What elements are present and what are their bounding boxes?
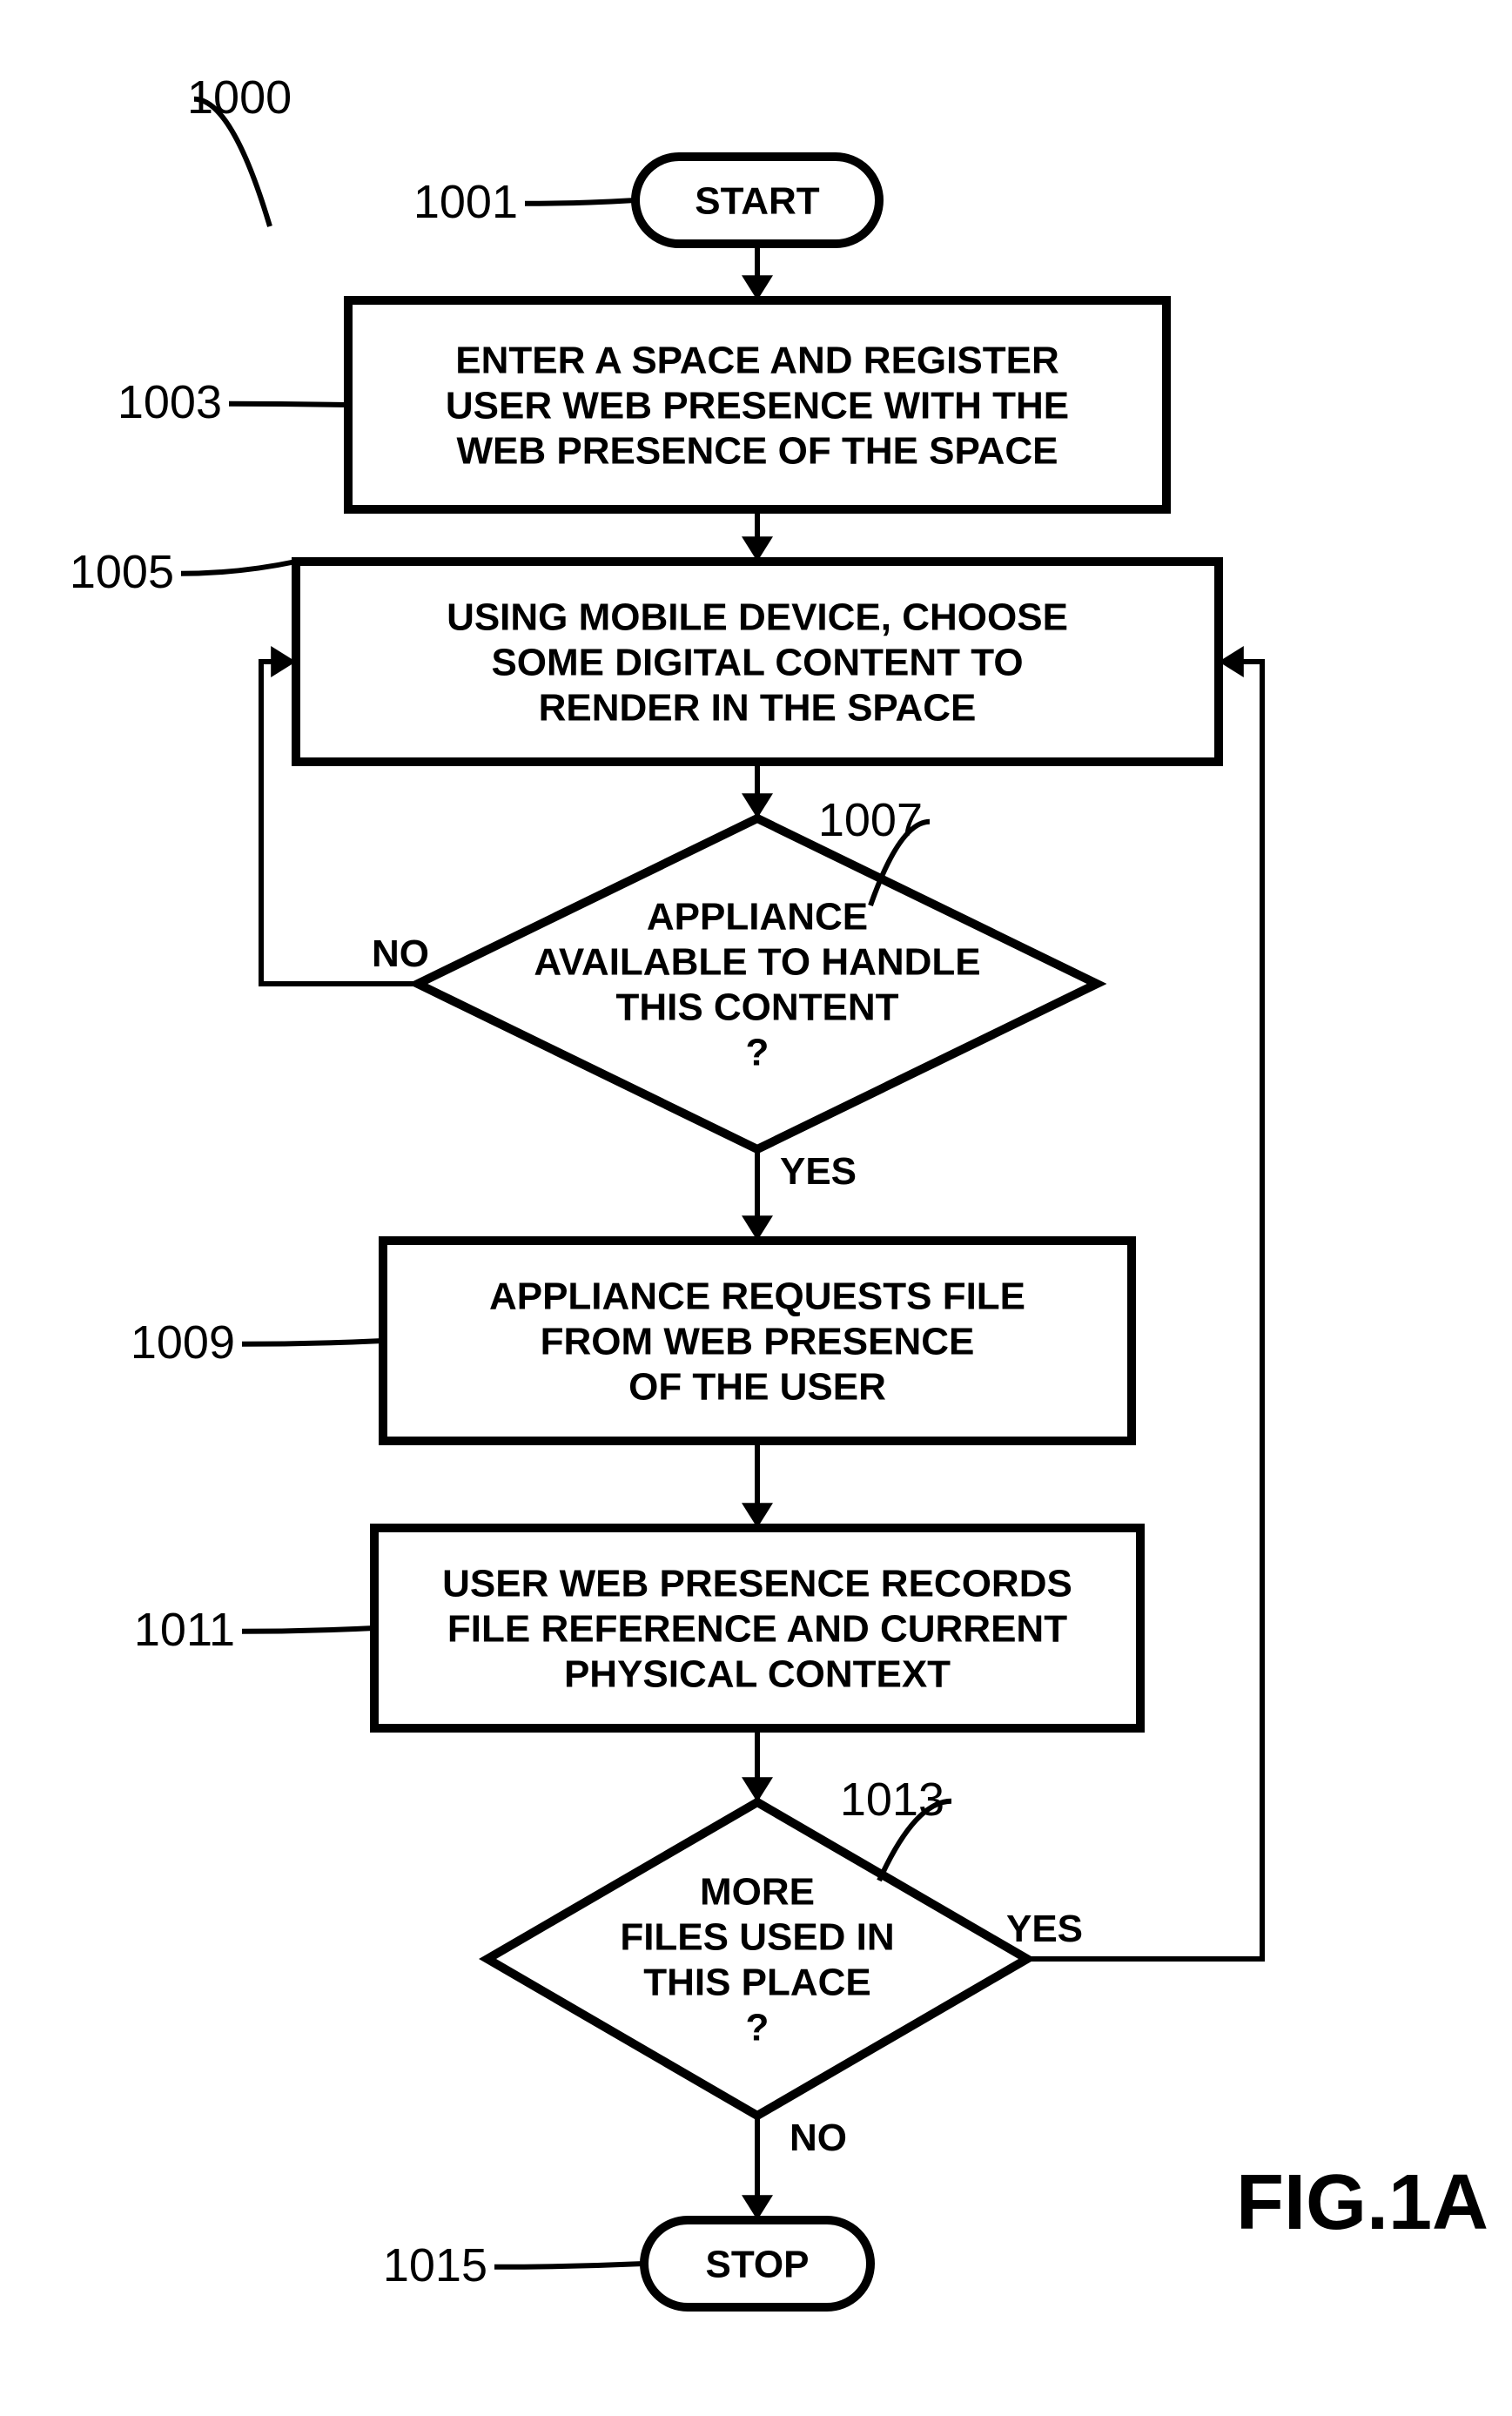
node-text: USER WEB PRESENCE WITH THE <box>446 384 1069 427</box>
node-text: MORE <box>700 1871 815 1914</box>
flowchart: STARTENTER A SPACE AND REGISTERUSER WEB … <box>0 0 1512 2416</box>
node-start: START <box>635 157 879 244</box>
node-text: THIS CONTENT <box>615 986 898 1028</box>
node-text: OF THE USER <box>628 1365 886 1408</box>
node-text: ? <box>746 2006 769 2049</box>
node-n1009: APPLIANCE REQUESTS FILEFROM WEB PRESENCE… <box>383 1241 1132 1441</box>
ref-1007: 1007 <box>818 794 923 846</box>
node-text: AVAILABLE TO HANDLE <box>534 940 980 983</box>
ref-1009: 1009 <box>131 1316 235 1369</box>
node-text: APPLIANCE REQUESTS FILE <box>489 1275 1025 1317</box>
edge-label: NO <box>372 932 429 975</box>
node-text: SOME DIGITAL CONTENT TO <box>491 641 1023 683</box>
ref-1013: 1013 <box>840 1773 944 1826</box>
ref-1005: 1005 <box>70 546 174 598</box>
node-text: RENDER IN THE SPACE <box>539 686 977 729</box>
ref-1003: 1003 <box>118 376 222 428</box>
node-n1011: USER WEB PRESENCE RECORDSFILE REFERENCE … <box>374 1528 1140 1728</box>
node-text: START <box>695 179 820 222</box>
edge-label: NO <box>790 2117 847 2159</box>
ref-1015: 1015 <box>383 2239 487 2291</box>
edge-label: YES <box>780 1150 857 1193</box>
node-n1003: ENTER A SPACE AND REGISTERUSER WEB PRESE… <box>348 300 1166 509</box>
node-text: FROM WEB PRESENCE <box>541 1320 975 1363</box>
node-n1007: APPLIANCEAVAILABLE TO HANDLETHIS CONTENT… <box>418 818 1097 1149</box>
node-text: STOP <box>705 2243 809 2285</box>
node-n1005: USING MOBILE DEVICE, CHOOSESOME DIGITAL … <box>296 562 1219 762</box>
node-text: APPLIANCE <box>647 896 868 939</box>
node-text: USING MOBILE DEVICE, CHOOSE <box>447 596 1068 638</box>
figure-title: FIG.1A <box>1236 2159 1488 2246</box>
ref-1011: 1011 <box>134 1604 235 1656</box>
ref-1000: 1000 <box>187 71 292 124</box>
node-n1013: MOREFILES USED INTHIS PLACE? <box>487 1802 1027 2116</box>
node-text: THIS PLACE <box>643 1961 871 2003</box>
ref-1001: 1001 <box>413 176 518 228</box>
node-text: FILE REFERENCE AND CURRENT <box>447 1607 1067 1650</box>
node-text: ? <box>746 1031 769 1073</box>
node-text: PHYSICAL CONTEXT <box>564 1652 951 1695</box>
node-stop: STOP <box>644 2220 870 2307</box>
node-text: ENTER A SPACE AND REGISTER <box>455 339 1058 381</box>
node-text: USER WEB PRESENCE RECORDS <box>442 1562 1072 1605</box>
node-text: FILES USED IN <box>620 1915 894 1958</box>
edge-label: YES <box>1006 1908 1083 1950</box>
node-text: WEB PRESENCE OF THE SPACE <box>456 429 1058 472</box>
